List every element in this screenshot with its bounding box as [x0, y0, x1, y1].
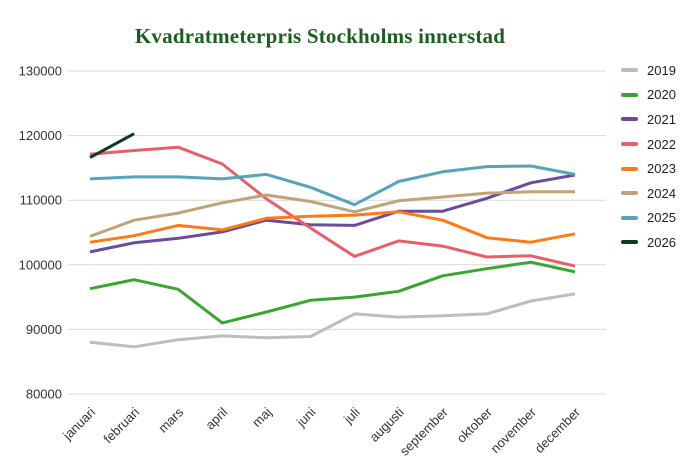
legend-item-2024: 2024 — [621, 181, 676, 206]
series-line-2019 — [89, 292, 576, 349]
legend-label: 2023 — [647, 161, 676, 177]
y-axis-tick-label: 130000 — [19, 64, 62, 79]
legend-swatch-2025 — [621, 215, 638, 220]
legend-label: 2019 — [647, 62, 676, 78]
x-axis-tick-label: januari — [59, 404, 98, 443]
x-axis-tick-label: juni — [293, 404, 319, 430]
legend-item-2026: 2026 — [621, 230, 676, 255]
legend-label: 2022 — [647, 136, 676, 152]
series-line-2021 — [89, 173, 576, 254]
x-axis-tick-label: september — [397, 404, 452, 459]
legend-label: 2020 — [647, 87, 676, 103]
legend-item-2025: 2025 — [621, 206, 676, 231]
y-axis-tick-label: 100000 — [19, 257, 62, 272]
legend-label: 2026 — [647, 234, 676, 250]
legend-item-2021: 2021 — [621, 107, 676, 132]
series-line-2024 — [89, 190, 575, 238]
chart-svg: 80000 90000 100000 110000 120000 130000 januar… — [19, 64, 606, 459]
x-axis-tick-label: april — [202, 404, 230, 432]
legend-item-2019: 2019 — [621, 58, 676, 83]
series-line-2026 — [89, 132, 135, 159]
legend-swatch-2020 — [621, 92, 638, 97]
legend-swatch-2023 — [621, 166, 638, 171]
legend-item-2022: 2022 — [621, 132, 676, 157]
y-axis-tick-label: 90000 — [26, 322, 62, 337]
legend-item-2023: 2023 — [621, 156, 676, 181]
y-axis-tick-label: 80000 — [26, 387, 62, 402]
series-line-2022 — [89, 145, 576, 268]
y-axis-tick-label: 120000 — [19, 128, 62, 143]
legend-swatch-2022 — [621, 142, 638, 147]
legend-swatch-2024 — [621, 191, 638, 196]
legend-label: 2024 — [647, 185, 676, 201]
x-axis-tick-label: maj — [249, 404, 274, 429]
chart-legend: 2019 2020 2021 2022 2023 2024 2025 2026 — [621, 58, 676, 255]
chart-title: Kvadratmeterpris Stockholms innerstad — [134, 24, 506, 48]
legend-label: 2025 — [647, 210, 676, 226]
x-axis-tick-label: oktober — [454, 404, 496, 446]
y-axis-tick-label: 110000 — [20, 193, 62, 208]
x-axis-tick-label: mars — [155, 404, 186, 435]
legend-swatch-2026 — [621, 240, 638, 245]
legend-item-2020: 2020 — [621, 83, 676, 108]
x-axis-tick-label: februari — [100, 404, 142, 446]
series-line-2025 — [89, 164, 576, 207]
series-line-2020 — [89, 260, 576, 325]
legend-swatch-2021 — [621, 117, 638, 122]
series-line-2023 — [89, 210, 576, 244]
x-axis-tick-label: december — [532, 404, 584, 456]
x-axis-tick-label: november — [488, 404, 540, 456]
legend-label: 2021 — [647, 111, 676, 127]
legend-swatch-2019 — [621, 68, 638, 73]
x-axis-tick-label: augusti — [367, 404, 407, 444]
x-axis-tick-label: juli — [340, 404, 363, 427]
